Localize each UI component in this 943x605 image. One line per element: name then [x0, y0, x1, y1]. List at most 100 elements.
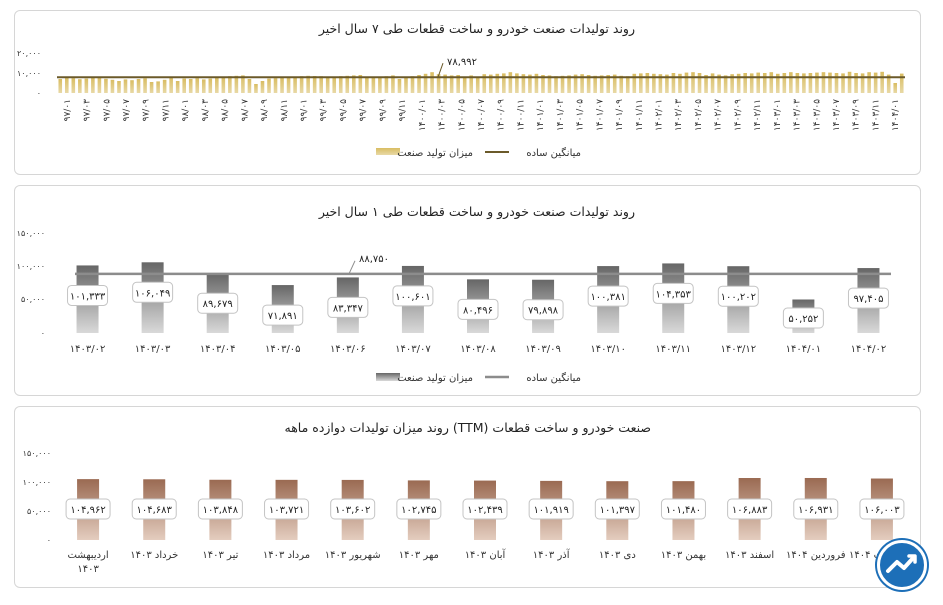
bar	[358, 75, 363, 93]
x-tick-label: ۱۴۰۱/۰۹	[615, 99, 625, 131]
x-tick-label: ۱۴۰۳	[77, 564, 99, 575]
chart-title: روند تولیدات صنعت خودرو و ساخت قطعات طی …	[318, 21, 635, 37]
bar	[352, 75, 356, 93]
x-tick-label: بهمن ۱۴۰۳	[661, 550, 706, 561]
bar	[860, 73, 865, 93]
legend-bar-label: میزان تولید صنعت	[397, 148, 473, 159]
bar	[136, 79, 141, 93]
data-label: ۱۰۰,۳۸۱	[590, 292, 625, 303]
bar	[338, 76, 343, 93]
x-tick-label: ۹۹/۰۵	[339, 99, 349, 122]
data-label: ۱۰۶,۰۰۳	[864, 505, 900, 516]
bar	[854, 73, 858, 93]
bar	[743, 73, 747, 93]
data-label: ۱۰۴,۶۸۳	[137, 505, 173, 516]
x-tick-label: ۹۷/۰۳	[83, 99, 93, 122]
bar	[769, 72, 774, 93]
bar	[71, 78, 76, 93]
bar	[567, 75, 571, 93]
bar	[841, 73, 845, 93]
average-leader	[437, 63, 444, 78]
bar	[789, 72, 793, 93]
data-label-box	[262, 304, 304, 326]
data-label: ۱۰۳,۷۲۱	[269, 505, 304, 516]
y-tick-label: ۱۰,۰۰۰	[17, 69, 41, 78]
data-label-box	[330, 498, 376, 520]
data-label: ۸۰,۴۹۶	[463, 305, 493, 316]
bar	[260, 81, 265, 93]
bar	[110, 79, 115, 93]
x-tick-label: ۱۴۰۴/۰۲	[851, 344, 887, 355]
bar	[123, 79, 128, 93]
y-tick-label: ۰	[37, 89, 41, 98]
bar	[599, 75, 604, 93]
data-label-box	[65, 498, 111, 520]
bar	[684, 72, 689, 93]
bar	[182, 78, 186, 93]
x-tick-label: ۹۸/۰۷	[240, 99, 250, 122]
bar	[195, 78, 200, 93]
bar	[645, 73, 650, 93]
x-tick-label: ۱۴۰۱/۰۷	[595, 99, 605, 131]
bar	[241, 75, 245, 93]
bar	[658, 74, 663, 93]
bar	[417, 75, 421, 93]
data-label: ۱۰۴,۳۵۳	[656, 289, 692, 300]
bar	[749, 73, 754, 93]
x-tick-label: ۱۴۰۲/۰۱	[654, 99, 664, 131]
bar	[104, 78, 108, 93]
x-tick-label: ۹۹/۰۳	[319, 99, 329, 122]
chart-ttm: روند میزان تولیدات دوازده ماهه (TTM) صنع…	[23, 420, 915, 575]
x-tick-label: ۱۴۰۳/۱۲	[721, 344, 757, 355]
x-tick-label: ۹۸/۰۱	[181, 99, 191, 121]
bar	[619, 75, 624, 93]
data-label-box	[522, 299, 564, 321]
bar	[821, 72, 826, 93]
bar	[867, 72, 871, 93]
average-label: ۸۸,۷۵۰	[359, 254, 389, 265]
bar	[306, 75, 310, 93]
bar	[710, 73, 715, 93]
bar	[723, 75, 728, 93]
bar	[808, 73, 813, 93]
bar	[802, 73, 806, 93]
y-tick-label: ۰	[47, 536, 51, 545]
bar	[815, 72, 819, 93]
data-label-box	[528, 498, 574, 520]
bar	[391, 75, 395, 93]
bar	[423, 73, 428, 93]
x-tick-label: شهریور ۱۴۰۳	[325, 550, 381, 561]
bar	[704, 75, 708, 93]
bar	[378, 77, 382, 93]
x-tick-label: تیر ۱۴۰۳	[202, 550, 238, 561]
x-tick-label: دی ۱۴۰۳	[599, 550, 636, 561]
data-label-box	[594, 498, 640, 520]
bar	[736, 73, 741, 93]
x-tick-label: ۹۹/۱۱	[398, 99, 408, 121]
bar	[149, 82, 154, 93]
bar	[560, 75, 565, 93]
bar	[449, 75, 454, 93]
bar	[215, 77, 219, 93]
average-leader	[348, 260, 356, 275]
x-tick-label: ۱۴۰۴/۰۱	[786, 344, 822, 355]
bar	[188, 79, 193, 93]
x-tick-label: اسفند ۱۴۰۳	[725, 550, 774, 561]
bar	[730, 74, 734, 93]
bar	[580, 74, 584, 93]
bar	[541, 75, 545, 93]
bar	[436, 74, 441, 93]
data-label-box	[392, 285, 434, 307]
data-label: ۸۳,۳۴۷	[333, 303, 364, 314]
bar	[521, 74, 526, 93]
bar	[886, 74, 891, 93]
bar	[293, 77, 297, 93]
x-tick-label: ۹۷/۰۷	[122, 99, 132, 122]
bar	[534, 73, 539, 93]
x-tick-label: مهر ۱۴۰۳	[399, 550, 439, 561]
x-tick-label: ۱۴۰۱/۰۵	[576, 99, 586, 131]
bar	[697, 73, 702, 93]
legend-bar-swatch	[376, 373, 400, 381]
bar	[495, 73, 500, 93]
bar	[332, 76, 337, 93]
